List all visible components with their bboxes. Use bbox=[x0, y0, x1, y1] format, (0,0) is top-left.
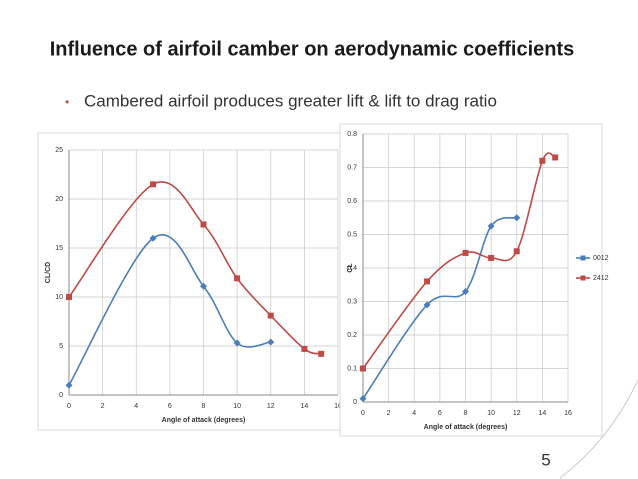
y-tick-label: 0.7 bbox=[347, 164, 357, 171]
legend-label: 2412 bbox=[593, 275, 609, 282]
marker bbox=[150, 181, 157, 188]
x-tick-label: 8 bbox=[464, 410, 468, 417]
marker bbox=[513, 214, 521, 222]
slide-title: Influence of airfoil camber on aerodynam… bbox=[50, 38, 575, 60]
x-tick-label: 12 bbox=[513, 410, 521, 417]
marker bbox=[234, 275, 241, 282]
y-tick-label: 15 bbox=[55, 245, 63, 252]
x-tick-label: 0 bbox=[361, 410, 365, 417]
y-tick-label: 0.3 bbox=[347, 298, 357, 305]
marker bbox=[423, 301, 431, 309]
marker bbox=[539, 157, 546, 164]
marker bbox=[359, 395, 367, 403]
marker bbox=[267, 312, 274, 319]
chart: 0 5 10 15 20 25 0 2 4 6 8 10 12 14 16 Angle of attack (… bbox=[37, 132, 346, 431]
x-tick-label: 6 bbox=[438, 410, 442, 417]
chart: 0 0.1 0.2 0.3 0.4 0.5 0.6 0.7 0.8 0 2 4 6 8 10 12 14 16 An… bbox=[339, 123, 609, 437]
bullet-text: Cambered airfoil produces greater lift &… bbox=[84, 91, 497, 110]
marker bbox=[487, 222, 495, 230]
x-tick-label: 12 bbox=[267, 403, 275, 410]
marker bbox=[65, 381, 73, 389]
y-tick-label: 0 bbox=[353, 399, 357, 406]
x-axis-label: Angle of attack (degrees) bbox=[162, 417, 246, 424]
bullet-glyph: • bbox=[65, 95, 69, 109]
y-tick-label: 0.5 bbox=[347, 231, 357, 238]
x-tick-label: 6 bbox=[168, 403, 172, 410]
x-tick-label: 10 bbox=[487, 410, 495, 417]
marker bbox=[200, 221, 207, 228]
x-tick-label: 8 bbox=[202, 403, 206, 410]
marker bbox=[267, 338, 275, 346]
legend-label: 0012 bbox=[593, 255, 609, 262]
y-tick-label: 0.2 bbox=[347, 332, 357, 339]
y-tick-label: 0.1 bbox=[347, 365, 357, 372]
y-axis-label: CL bbox=[347, 263, 354, 273]
marker bbox=[149, 234, 157, 242]
legend-marker bbox=[580, 275, 586, 281]
x-tick-label: 16 bbox=[334, 403, 342, 410]
y-tick-label: 20 bbox=[55, 196, 63, 203]
x-tick-label: 4 bbox=[412, 410, 416, 417]
y-tick-label: 10 bbox=[55, 294, 63, 301]
marker bbox=[462, 287, 469, 295]
marker bbox=[66, 294, 72, 300]
y-tick-label: 0 bbox=[59, 392, 63, 399]
page-number: 5 bbox=[541, 450, 550, 469]
y-tick-label: 25 bbox=[55, 147, 63, 154]
x-tick-label: 16 bbox=[564, 410, 572, 417]
y-tick-label: 0.8 bbox=[347, 131, 357, 138]
legend-marker bbox=[580, 255, 586, 261]
y-axis-label: CL/CD bbox=[45, 262, 52, 283]
marker bbox=[318, 350, 325, 357]
x-tick-label: 2 bbox=[387, 410, 391, 417]
marker bbox=[301, 345, 308, 352]
marker bbox=[200, 282, 207, 290]
marker bbox=[424, 278, 431, 285]
x-tick-label: 0 bbox=[67, 403, 71, 410]
decoration bbox=[559, 379, 638, 479]
y-tick-label: 0.6 bbox=[347, 198, 357, 205]
series-line bbox=[68, 234, 271, 386]
y-tick-label: 0.4 bbox=[347, 265, 357, 272]
y-tick-label: 5 bbox=[59, 343, 63, 350]
marker bbox=[360, 365, 366, 372]
marker bbox=[233, 339, 241, 347]
x-tick-label: 14 bbox=[300, 403, 308, 410]
x-tick-label: 10 bbox=[233, 403, 241, 410]
x-tick-label: 14 bbox=[538, 410, 546, 417]
chart-area bbox=[37, 132, 346, 431]
marker bbox=[488, 254, 495, 261]
marker bbox=[552, 154, 559, 161]
marker bbox=[462, 249, 469, 256]
x-axis-label: Angle of attack (degrees) bbox=[424, 424, 508, 431]
marker bbox=[513, 248, 520, 255]
x-tick-label: 2 bbox=[101, 403, 105, 410]
x-tick-label: 4 bbox=[134, 403, 138, 410]
